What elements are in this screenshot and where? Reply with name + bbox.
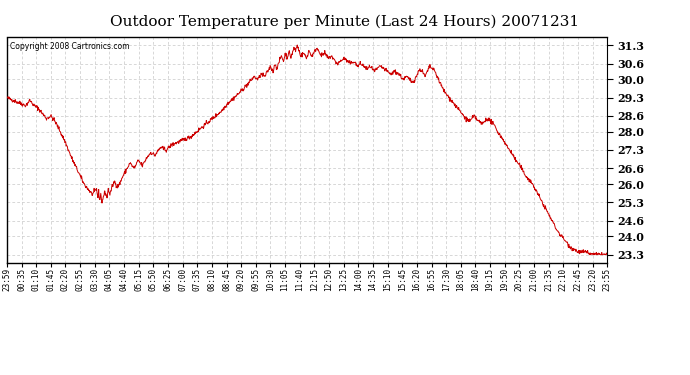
Text: Copyright 2008 Cartronics.com: Copyright 2008 Cartronics.com [10, 42, 130, 51]
Text: Outdoor Temperature per Minute (Last 24 Hours) 20071231: Outdoor Temperature per Minute (Last 24 … [110, 15, 580, 29]
